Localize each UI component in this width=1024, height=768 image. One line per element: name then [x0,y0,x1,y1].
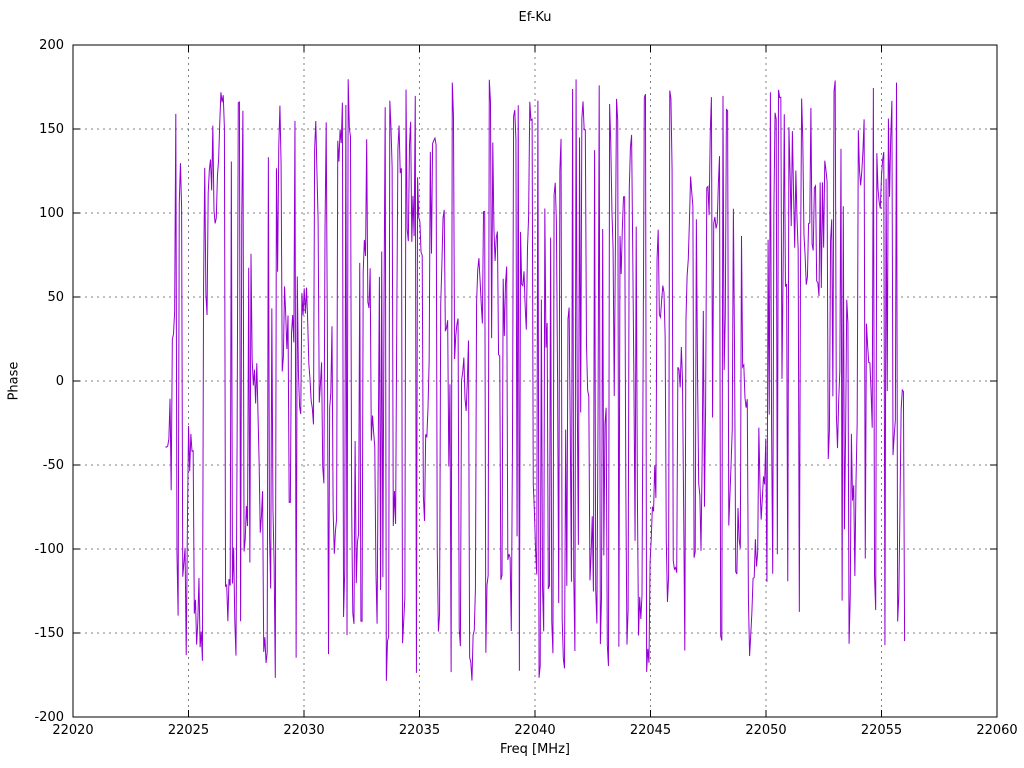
x-tick-label: 22020 [52,723,93,738]
y-tick-label: -150 [34,626,64,641]
x-tick-label: 22030 [283,723,324,738]
y-tick-label: 100 [39,206,64,221]
y-tick-label: 0 [56,374,64,389]
phase-trace [165,79,906,681]
x-tick-label: 22050 [745,723,786,738]
chart-title: Ef-Ku [518,10,552,25]
x-tick-label: 22025 [168,723,209,738]
x-tick-label: 22055 [861,723,902,738]
x-tick-label: 22045 [630,723,671,738]
y-tick-label: -50 [43,458,64,473]
y-tick-label: 200 [39,38,64,53]
x-axis-label: Freq [MHz] [500,742,570,757]
x-tick-label: 22060 [976,723,1017,738]
y-tick-label: 50 [47,290,64,305]
x-tick-label: 22035 [399,723,440,738]
y-tick-label: 150 [39,122,64,137]
y-tick-label: -200 [34,710,64,725]
x-tick-label: 22040 [514,723,555,738]
y-tick-label: -100 [34,542,64,557]
